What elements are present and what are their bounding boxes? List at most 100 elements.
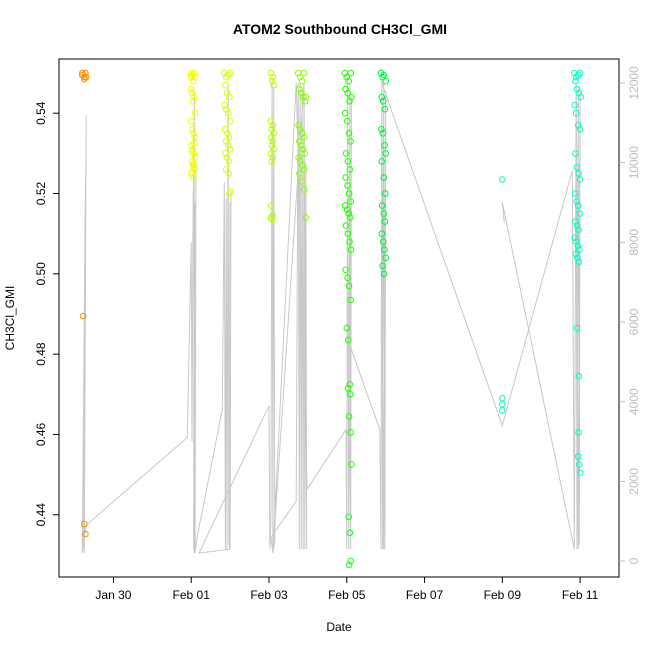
data-point [342,174,349,181]
data-point [226,93,233,101]
data-point [267,69,275,77]
data-point [345,190,353,197]
data-point [575,429,582,436]
data-point [575,89,583,97]
data-point [499,176,506,183]
data-point [82,530,89,538]
data-point [342,85,349,93]
data-point [346,97,353,105]
y-tick-label: 0.44 [34,503,48,527]
data-point [345,130,353,137]
data-point [344,230,352,237]
data-point [575,258,583,266]
data-point [268,126,276,133]
y-tick-label: 0.48 [34,342,48,366]
data-point [268,216,276,223]
data-point [301,150,309,157]
data-point [189,77,197,85]
data-point [342,266,349,274]
right-tick-label: 0 [627,557,641,564]
data-point [189,160,197,167]
data-point [576,126,584,133]
data-point [269,122,277,129]
x-tick-label: Feb 05 [328,588,366,602]
data-point [346,529,354,537]
data-point [573,324,581,332]
data-point [190,174,197,181]
data-point [298,77,306,85]
data-point [344,89,351,97]
data-point [499,407,506,414]
data-point [576,461,583,468]
y-tick-label: 0.50 [34,262,48,286]
data-point [345,413,353,420]
data-point [79,69,86,77]
data-point [572,150,579,157]
right-tick-label: 10000 [627,146,641,180]
data-point [380,71,388,79]
data-point [574,254,581,262]
data-point [346,166,354,173]
data-point [223,154,231,161]
right-tick-label: 6000 [627,308,641,335]
data-point [191,109,199,117]
x-axis-label: Date [326,620,352,634]
data-point [295,154,302,161]
data-point [341,202,349,209]
x-tick-label: Feb 01 [173,588,211,602]
data-point [378,126,385,133]
data-point [188,148,196,155]
data-point [222,73,230,81]
data-point [378,202,386,209]
data-point [576,210,584,217]
data-point [577,93,585,101]
data-point [221,101,228,109]
data-point [573,222,581,229]
data-point [347,296,355,304]
data-point [574,242,582,249]
data-point [295,122,302,129]
data-point [380,97,387,105]
data-point [224,130,231,137]
data-point [575,226,582,233]
data-point [378,93,386,101]
data-point [300,69,308,77]
data-point [382,190,389,197]
points-layer [79,69,585,569]
data-point [382,150,390,157]
data-point [191,154,199,161]
y-tick-label: 0.54 [34,101,48,125]
data-point [573,164,581,171]
data-point [225,158,233,165]
data-point [346,238,353,245]
data-point [301,97,309,105]
data-point [226,190,233,197]
data-point [380,210,388,217]
data-point [574,122,582,129]
data-point [347,429,355,436]
data-point [226,117,234,125]
data-point [270,81,278,89]
data-point [226,69,234,77]
data-point [81,73,88,81]
data-point [572,109,580,117]
data-point [345,210,353,217]
data-point [576,176,584,183]
data-point [302,214,310,221]
data-point [572,73,580,81]
data-point [222,105,230,113]
data-point [344,385,352,392]
data-point [382,254,390,262]
data-point [268,142,276,149]
chart-title: ATOM2 Southbound CH3Cl_GMI [233,21,447,37]
y-axis: 0.44 0.46 0.48 0.50 0.52 0.54 [34,101,59,526]
data-point [342,222,350,229]
data-point [224,71,232,79]
data-point [574,453,582,460]
data-point [81,520,88,528]
data-point [574,202,582,209]
x-tick-label: Feb 09 [484,588,522,602]
data-point [267,117,275,125]
data-point [268,202,275,209]
